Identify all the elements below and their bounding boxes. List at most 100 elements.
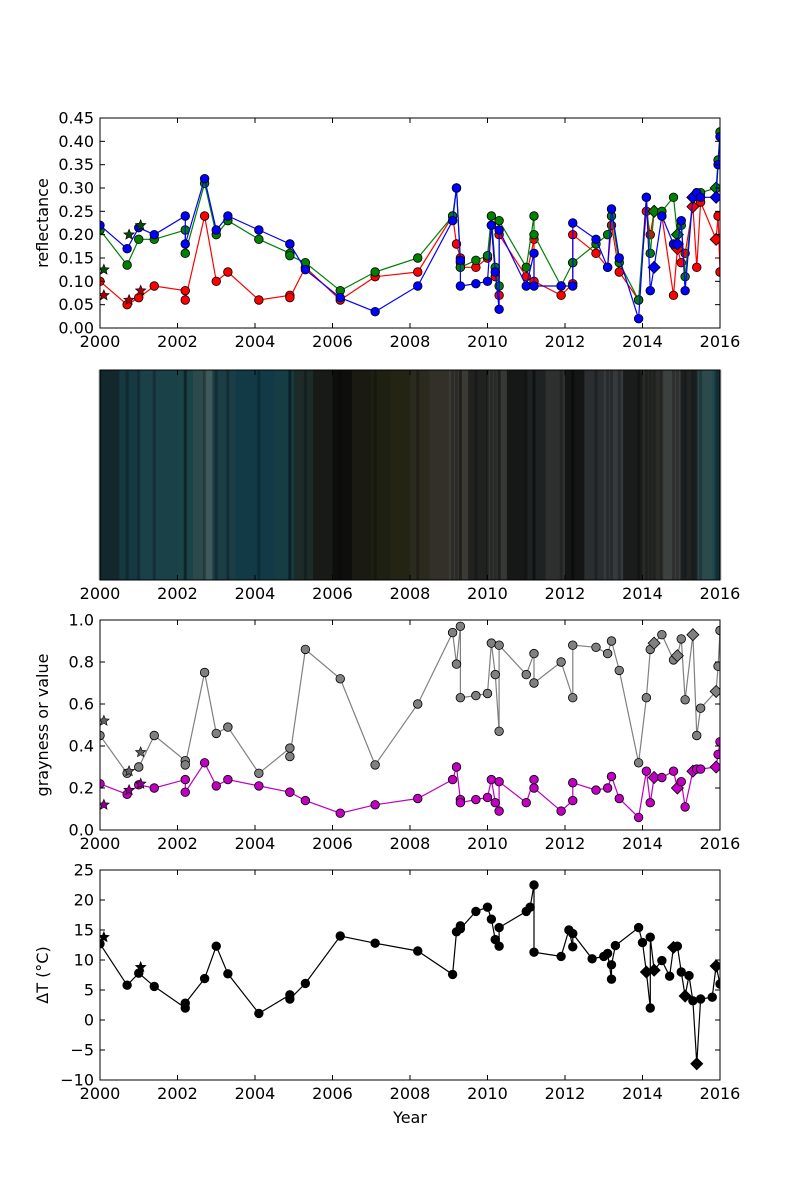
- data-point: [676, 967, 686, 977]
- data-point: [122, 260, 132, 270]
- data-point: [633, 922, 644, 933]
- y-tick-label: 0.20: [58, 225, 94, 244]
- data-point: [568, 778, 578, 788]
- x-tick-label: 2006: [312, 332, 353, 351]
- data-point: [149, 981, 159, 992]
- data-point: [134, 762, 144, 772]
- data-point: [494, 777, 504, 787]
- x-tick-label: 2010: [467, 332, 508, 351]
- color-band: [696, 370, 713, 580]
- y-tick-label: 0.25: [58, 202, 94, 221]
- plot-frame: [99, 869, 721, 1081]
- data-point: [490, 798, 500, 808]
- data-point: [455, 281, 466, 291]
- data-point: [180, 760, 190, 770]
- data-point: [447, 774, 458, 785]
- data-point: [100, 730, 105, 741]
- data-point: [587, 954, 597, 964]
- data-point: [494, 225, 504, 235]
- data-point: [529, 281, 539, 291]
- data-point: [413, 793, 423, 804]
- data-point: [451, 659, 462, 669]
- y-tick-label: −10: [60, 1071, 94, 1090]
- data-point: [680, 802, 690, 812]
- data-point: [413, 699, 423, 709]
- data-point: [591, 785, 601, 795]
- color-band: [274, 370, 295, 580]
- data-point: [521, 281, 531, 291]
- data-point: [525, 902, 535, 912]
- color-band: [371, 370, 392, 580]
- data-point: [211, 941, 221, 951]
- x-tick-label: 2012: [545, 834, 586, 853]
- data-point-star: [123, 783, 136, 796]
- data-point-diamond: [709, 190, 720, 204]
- data-point: [672, 941, 683, 951]
- data-point: [695, 994, 706, 1004]
- x-tick-label: 2000: [80, 584, 121, 603]
- sample-stripe: [652, 370, 656, 580]
- y-tick-label: 1.0: [69, 611, 94, 630]
- sample-stripe: [257, 370, 261, 580]
- data-point: [451, 239, 462, 249]
- data-point: [614, 253, 624, 263]
- y-tick-label: 15: [74, 921, 94, 940]
- data-point: [199, 211, 210, 221]
- sample-stripe: [493, 370, 497, 580]
- data-point: [645, 1003, 655, 1013]
- sample-stripe: [373, 370, 377, 580]
- data-point: [688, 996, 698, 1006]
- x-tick-label: 2008: [390, 584, 431, 603]
- data-point: [676, 215, 686, 226]
- data-point: [134, 234, 144, 245]
- data-point: [180, 248, 190, 259]
- sample-stripe: [288, 370, 292, 580]
- data-point: [637, 937, 648, 948]
- panel-grayness: 2000 2002 2004 2006 2008 2010 2012 2014 2016 0.0 0…: [33, 611, 740, 854]
- sample-stripe: [699, 370, 703, 580]
- data-point: [606, 974, 617, 984]
- data-point: [254, 781, 264, 791]
- data-point: [370, 267, 380, 277]
- data-point: [300, 644, 311, 655]
- data-point: [680, 271, 690, 282]
- data-point: [370, 760, 380, 770]
- sample-stripe: [637, 370, 641, 580]
- color-band: [623, 370, 643, 580]
- sample-stripe: [152, 370, 156, 580]
- data-point-diamond: [647, 963, 661, 977]
- data-point: [641, 766, 652, 776]
- data-point: [122, 980, 132, 990]
- color-band: [429, 370, 450, 580]
- data-point: [494, 922, 504, 933]
- plot-area: [100, 880, 720, 1071]
- data-point: [413, 281, 423, 291]
- data-point: [223, 211, 233, 221]
- data-point: [471, 690, 481, 701]
- data-point-diamond: [647, 260, 661, 274]
- x-tick-label: 2008: [390, 834, 431, 853]
- y-axis-label: reflectance: [33, 178, 52, 268]
- data-point: [285, 751, 295, 762]
- color-band: [138, 370, 178, 580]
- data-point: [713, 211, 720, 221]
- data-point: [254, 234, 264, 245]
- data-point: [471, 255, 481, 266]
- data-point: [486, 220, 497, 231]
- data-point: [413, 267, 423, 277]
- color-band: [235, 370, 275, 580]
- sample-stripe: [617, 370, 621, 580]
- data-point: [471, 906, 481, 917]
- x-tick-label: 2012: [545, 584, 586, 603]
- sample-stripe: [451, 370, 455, 580]
- sample-stripe: [648, 370, 652, 580]
- data-point: [715, 131, 720, 142]
- data-point: [606, 771, 617, 782]
- data-point: [494, 215, 504, 226]
- sample-stripe: [571, 370, 575, 580]
- data-point: [695, 764, 706, 774]
- y-axis-label: ΔT (°C): [33, 946, 52, 1003]
- color-band: [584, 370, 605, 580]
- data-point: [211, 225, 221, 235]
- data-point: [335, 931, 345, 941]
